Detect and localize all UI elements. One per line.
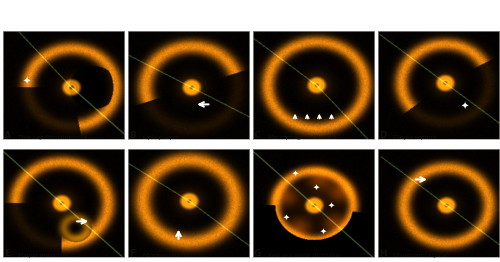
Text: C: C [254, 131, 260, 140]
Text: Red and white thrombus: Red and white thrombus [268, 253, 341, 258]
Text: Cholesterol crystal: Cholesterol crystal [394, 253, 448, 258]
Text: ✦: ✦ [292, 168, 298, 178]
Text: ✦: ✦ [283, 212, 290, 222]
Text: ✦: ✦ [320, 227, 326, 236]
Text: B: B [128, 131, 136, 140]
Text: ✦: ✦ [328, 201, 335, 210]
Text: A: A [4, 131, 10, 140]
Text: G: G [254, 249, 261, 258]
Text: ✦: ✦ [22, 77, 31, 87]
Text: Plaque erosion: Plaque erosion [18, 253, 62, 258]
Text: Plaque rupture: Plaque rupture [394, 135, 437, 140]
Text: F: F [128, 249, 135, 258]
Text: E: E [4, 249, 10, 258]
Text: Thin-cap fibroatheroma: Thin-cap fibroatheroma [18, 135, 88, 140]
Text: H: H [379, 249, 386, 258]
Text: Lipid plaque: Lipid plaque [144, 135, 180, 140]
Text: Microvessels: Microvessels [144, 253, 180, 258]
Text: ✦: ✦ [461, 102, 469, 112]
Text: ✦: ✦ [312, 183, 319, 192]
Text: D: D [379, 131, 386, 140]
Text: Macrophage infiltration: Macrophage infiltration [268, 135, 337, 140]
